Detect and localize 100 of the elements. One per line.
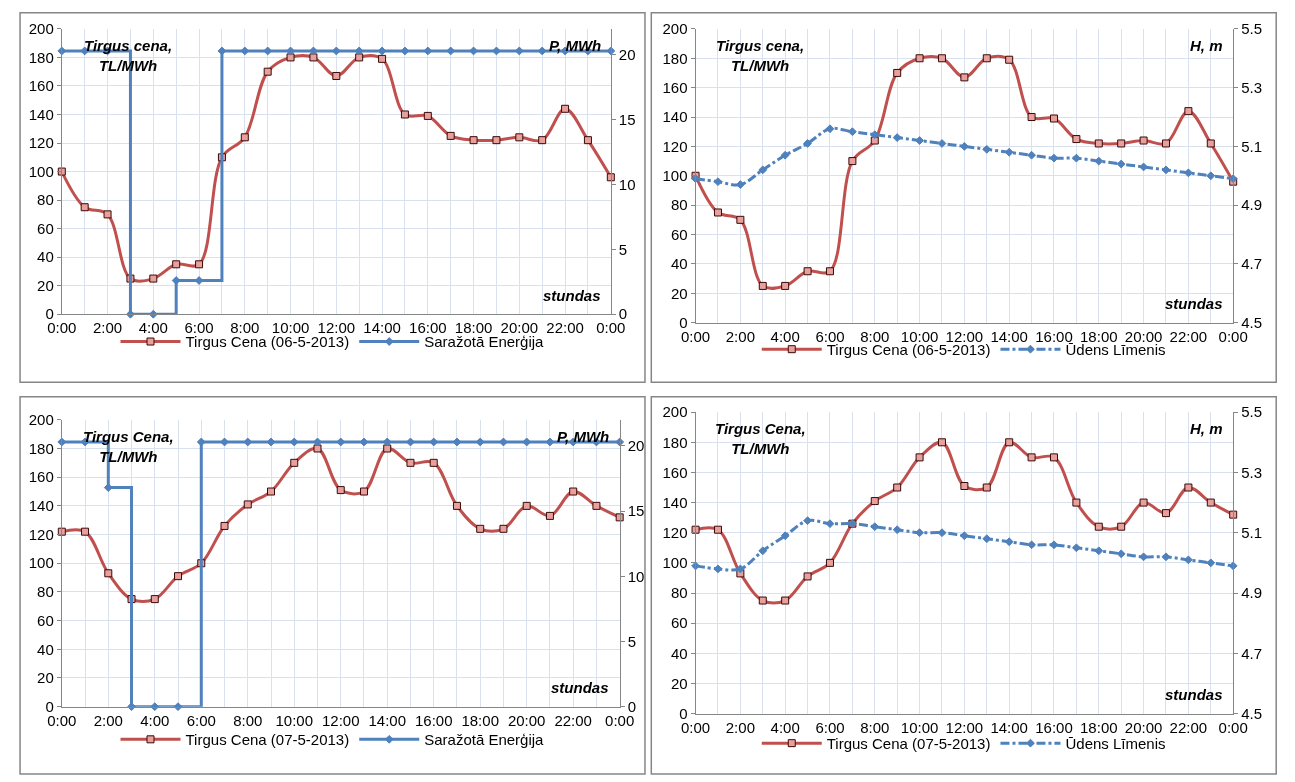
x-tick-label: 4:00 — [770, 327, 800, 345]
x-tick-label: 18:00 — [1080, 718, 1118, 736]
y-axis-title: Tirgus cena, TL/MWh — [716, 37, 805, 74]
y2-tick-label: 5 — [618, 240, 628, 258]
y-tick-label: 20 — [670, 284, 688, 302]
y2-tick-label: 5.1 — [1241, 137, 1263, 155]
y-axis-title: Tirgus Cena, TL/MWh — [715, 420, 806, 457]
x-axis-title: stundas — [543, 287, 601, 304]
y-tick-label: 100 — [662, 167, 688, 185]
legend-label: Tirgus Cena (07-5-2013) — [826, 735, 991, 752]
x-axis-title: stundas — [1165, 295, 1223, 312]
y-tick-label: 20 — [37, 276, 54, 294]
x-tick-label: 12:00 — [321, 711, 360, 729]
x-tick-label: 2:00 — [725, 327, 755, 345]
y2-axis-title: H, m — [1190, 37, 1223, 54]
y2-axis-title: P, MWh — [549, 37, 602, 54]
x-tick-label: 14:00 — [363, 319, 401, 337]
x-tick-label: 10:00 — [900, 718, 939, 736]
y-tick-label: 80 — [670, 196, 688, 214]
x-tick-label: 14:00 — [368, 711, 406, 729]
y-tick-label: 200 — [662, 403, 688, 421]
y-tick-label: 200 — [662, 20, 688, 38]
x-tick-label: 4:00 — [138, 319, 168, 337]
x-tick-label: 12:00 — [945, 718, 984, 736]
x-tick-label: 14:00 — [990, 718, 1028, 736]
y-tick-label: 140 — [28, 105, 54, 123]
y-tick-label: 120 — [28, 525, 54, 543]
y-tick-label: 100 — [28, 554, 54, 572]
y2-tick-label: 5.5 — [1241, 403, 1263, 421]
y-tick-label: 200 — [28, 411, 54, 429]
x-tick-label: 10:00 — [275, 711, 314, 729]
y-tick-label: 40 — [37, 248, 54, 266]
x-tick-label: 6:00 — [186, 711, 216, 729]
x-axis-title: stundas — [551, 679, 609, 696]
x-tick-label: 16:00 — [1035, 718, 1073, 736]
x-tick-label: 20:00 — [507, 711, 546, 729]
x-tick-label: 16:00 — [414, 711, 453, 729]
x-tick-label: 2:00 — [725, 718, 755, 736]
legend-label: Tirgus Cena (07-5-2013) — [185, 731, 350, 749]
y2-tick-label: 4.9 — [1241, 584, 1263, 602]
y-tick-label: 40 — [670, 644, 688, 662]
y2-tick-label: 10 — [618, 175, 636, 193]
x-tick-label: 2:00 — [93, 711, 123, 729]
x-tick-label: 22:00 — [1169, 327, 1208, 345]
x-tick-label: 20:00 — [1124, 718, 1163, 736]
y-tick-label: 180 — [28, 439, 54, 457]
y-tick-label: 80 — [37, 583, 54, 601]
x-tick-label: 22:00 — [554, 711, 592, 729]
y2-tick-label: 20 — [618, 46, 636, 64]
y-tick-label: 120 — [662, 137, 688, 155]
y-tick-label: 60 — [37, 611, 54, 629]
y-tick-label: 140 — [662, 493, 688, 511]
x-tick-label: 4:00 — [140, 711, 170, 729]
y-tick-label: 160 — [662, 463, 688, 481]
x-tick-label: 2:00 — [92, 319, 123, 337]
y-tick-label: 80 — [37, 191, 54, 209]
y2-tick-label: 5.5 — [1241, 20, 1263, 38]
x-tick-label: 6:00 — [815, 718, 845, 736]
legend-label: Saražotā Enerģija — [424, 731, 545, 749]
y-tick-label: 100 — [662, 554, 688, 572]
y-tick-label: 60 — [670, 614, 688, 632]
y2-tick-label: 4.9 — [1241, 196, 1263, 214]
y-tick-label: 60 — [37, 219, 54, 237]
y-tick-label: 80 — [670, 584, 688, 602]
y2-tick-label: 15 — [627, 502, 645, 520]
y2-tick-label: 5.1 — [1241, 523, 1263, 541]
y-tick-label: 140 — [662, 108, 688, 126]
y2-axis-title: P, MWh — [557, 428, 610, 445]
x-tick-label: 18:00 — [461, 711, 499, 729]
legend-label: Ūdens Līmenis — [1065, 735, 1166, 752]
y-tick-label: 20 — [670, 674, 688, 692]
y-tick-label: 20 — [37, 669, 54, 687]
y2-tick-label: 10 — [627, 567, 645, 585]
y2-axis-title: H, m — [1190, 420, 1223, 437]
x-tick-label: 22:00 — [546, 319, 584, 337]
y-tick-label: 180 — [662, 433, 688, 451]
y-tick-label: 120 — [662, 523, 688, 541]
y2-tick-label: 5.3 — [1241, 463, 1263, 481]
x-tick-label: 8:00 — [233, 711, 263, 729]
y-tick-label: 140 — [28, 497, 54, 515]
y-tick-label: 160 — [28, 77, 54, 95]
y-tick-label: 100 — [28, 162, 54, 180]
y-tick-label: 180 — [28, 48, 54, 66]
y-tick-label: 40 — [37, 640, 54, 658]
y-tick-label: 160 — [28, 468, 54, 486]
y2-tick-label: 4.7 — [1241, 644, 1263, 662]
y-tick-label: 200 — [28, 20, 54, 38]
y2-tick-label: 5.3 — [1241, 78, 1263, 96]
x-tick-label: 22:00 — [1169, 718, 1208, 736]
y2-tick-label: 4.7 — [1241, 255, 1263, 273]
y2-tick-label: 15 — [618, 110, 636, 128]
y2-tick-label: 5 — [627, 632, 637, 650]
y-tick-label: 40 — [670, 255, 688, 273]
y2-tick-label: 20 — [627, 437, 645, 455]
y-tick-label: 60 — [670, 225, 688, 243]
y-tick-label: 180 — [662, 49, 688, 67]
x-tick-label: 4:00 — [770, 718, 800, 736]
x-axis-title: stundas — [1165, 686, 1223, 703]
x-tick-label: 8:00 — [860, 718, 890, 736]
y-tick-label: 120 — [28, 134, 54, 152]
